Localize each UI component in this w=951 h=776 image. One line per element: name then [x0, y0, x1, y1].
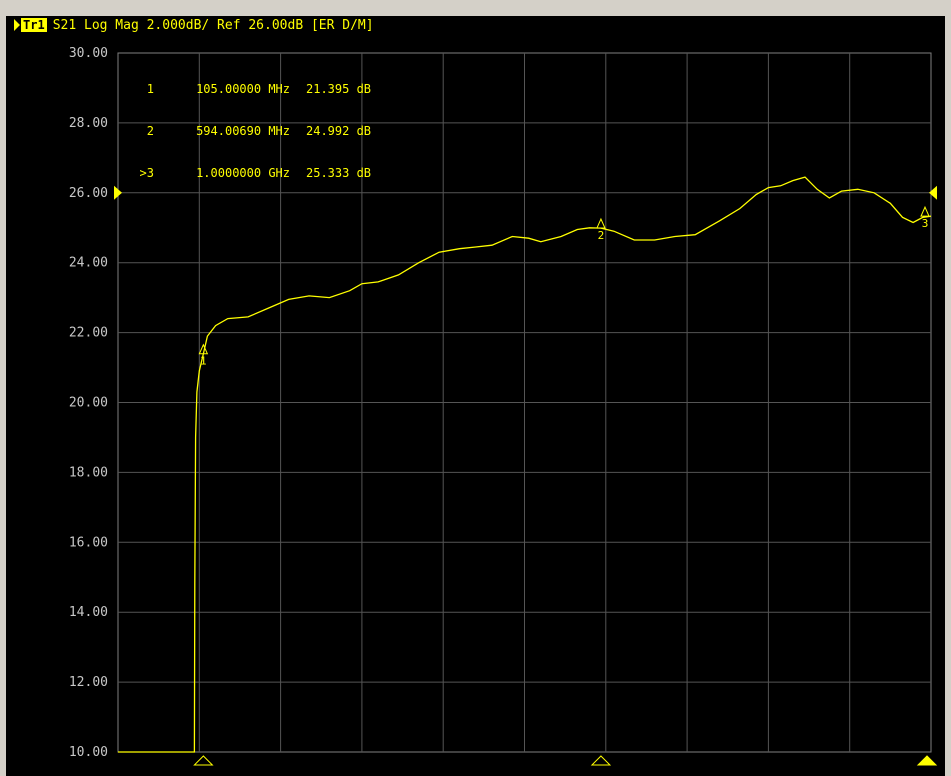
marker-id: >3 [139, 166, 154, 180]
trace-line [118, 176, 932, 753]
marker-label: 1 [200, 355, 207, 368]
marker-row: >3 1.0000000 GHz 25.333 dB [130, 166, 371, 180]
y-tick-label: 16.00 [69, 535, 108, 550]
window-frame [0, 0, 951, 16]
y-tick-label: 12.00 [69, 675, 108, 690]
graticule [117, 52, 932, 753]
indicator-layer [114, 185, 938, 766]
marker-stimulus-icon [193, 755, 214, 766]
marker-value: 24.992 dB [306, 124, 372, 138]
marker-label: 3 [922, 217, 929, 230]
y-tick-label: 18.00 [69, 465, 108, 480]
y-tick-label: 24.00 [69, 256, 108, 271]
marker-label: 2 [598, 229, 605, 242]
marker-freq: 105.00000 MHz [196, 82, 290, 96]
analyzer-display: 30.00 28.00 26.00 24.00 22.00 20.00 18.00 16.00… [6, 16, 945, 776]
trace-layer [118, 176, 932, 753]
y-axis-ticks: 30.00 28.00 26.00 24.00 22.00 20.00 18.00 16.00… [69, 46, 108, 760]
y-tick-label: 26.00 [69, 186, 108, 201]
marker-triangle [198, 343, 209, 355]
y-tick-label: 10.00 [69, 745, 108, 760]
marker-freq: 1.0000000 GHz [196, 166, 290, 180]
trace-chart: 30.00 28.00 26.00 24.00 22.00 20.00 18.00 16.00… [69, 46, 938, 766]
ref-level-right-icon [929, 185, 937, 200]
y-tick-label: 30.00 [69, 46, 108, 61]
y-tick-label: 22.00 [69, 326, 108, 341]
marker-triangle [920, 205, 930, 217]
marker-value: 21.395 dB [306, 82, 372, 96]
marker-id: 1 [146, 82, 154, 96]
active-trace-arrow-icon [14, 19, 20, 31]
y-tick-label: 20.00 [69, 396, 108, 411]
ref-level-left-icon [114, 185, 122, 200]
y-tick-label: 28.00 [69, 116, 108, 131]
y-tick-label: 14.00 [69, 605, 108, 620]
marker-stimulus-icon [590, 755, 612, 766]
measurement-label: S21 Log Mag 2.000dB/ Ref 26.00dB [ER D/M… [52, 17, 374, 33]
marker-freq: 594.00690 MHz [196, 124, 290, 138]
trace-badge[interactable]: Tr1 [21, 18, 47, 32]
marker-triangle [596, 217, 606, 229]
marker-id: 2 [146, 124, 154, 138]
marker-value: 25.333 dB [306, 166, 372, 180]
marker-layer: 1 2 3 [198, 205, 930, 368]
marker-row: 1 105.00000 MHz 21.395 dB [130, 82, 371, 96]
marker-stimulus-icon [916, 755, 938, 766]
trace-header: Tr1 S21 Log Mag 2.000dB/ Ref 26.00dB [ER… [14, 16, 374, 34]
marker-row: 2 594.00690 MHz 24.992 dB [130, 124, 371, 138]
marker-readout: 1 105.00000 MHz 21.395 dB 2 594.00690 MHz 24… [130, 54, 371, 208]
